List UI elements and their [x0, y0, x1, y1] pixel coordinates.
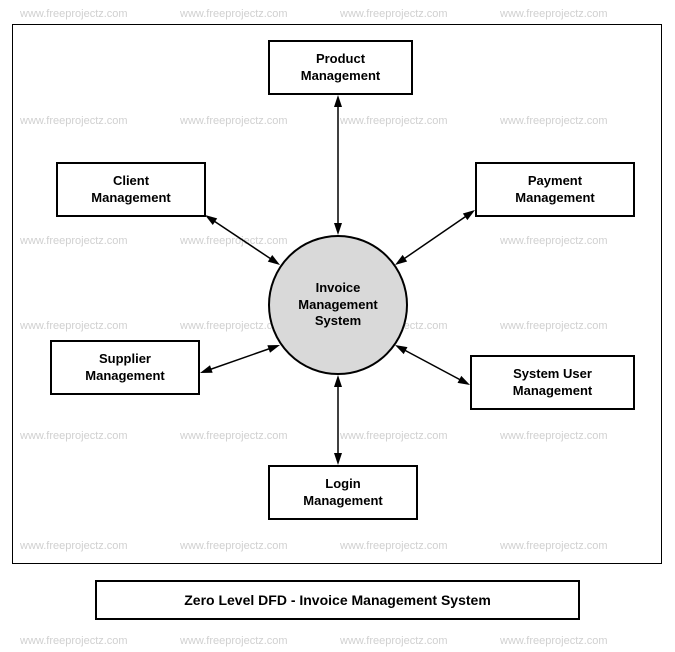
- entity-label: Product Management: [301, 51, 380, 85]
- watermark: www.freeprojectz.com: [340, 8, 448, 20]
- entity-login: Login Management: [268, 465, 418, 520]
- watermark: www.freeprojectz.com: [500, 8, 608, 20]
- watermark: www.freeprojectz.com: [20, 8, 128, 20]
- entity-client: Client Management: [56, 162, 206, 217]
- center-process: Invoice Management System: [268, 235, 408, 375]
- watermark: www.freeprojectz.com: [340, 635, 448, 647]
- entity-label: System User Management: [513, 366, 592, 400]
- center-label: Invoice Management System: [298, 280, 377, 331]
- entity-payment: Payment Management: [475, 162, 635, 217]
- entity-sysuser: System User Management: [470, 355, 635, 410]
- entity-product: Product Management: [268, 40, 413, 95]
- watermark: www.freeprojectz.com: [500, 635, 608, 647]
- watermark: www.freeprojectz.com: [180, 635, 288, 647]
- caption-text: Zero Level DFD - Invoice Management Syst…: [184, 592, 491, 608]
- entity-supplier: Supplier Management: [50, 340, 200, 395]
- entity-label: Payment Management: [515, 173, 594, 207]
- watermark: www.freeprojectz.com: [20, 635, 128, 647]
- watermark: www.freeprojectz.com: [180, 8, 288, 20]
- caption-box: Zero Level DFD - Invoice Management Syst…: [95, 580, 580, 620]
- entity-label: Login Management: [303, 476, 382, 510]
- entity-label: Client Management: [91, 173, 170, 207]
- diagram-canvas: www.freeprojectz.com www.freeprojectz.com…: [0, 0, 675, 652]
- entity-label: Supplier Management: [85, 351, 164, 385]
